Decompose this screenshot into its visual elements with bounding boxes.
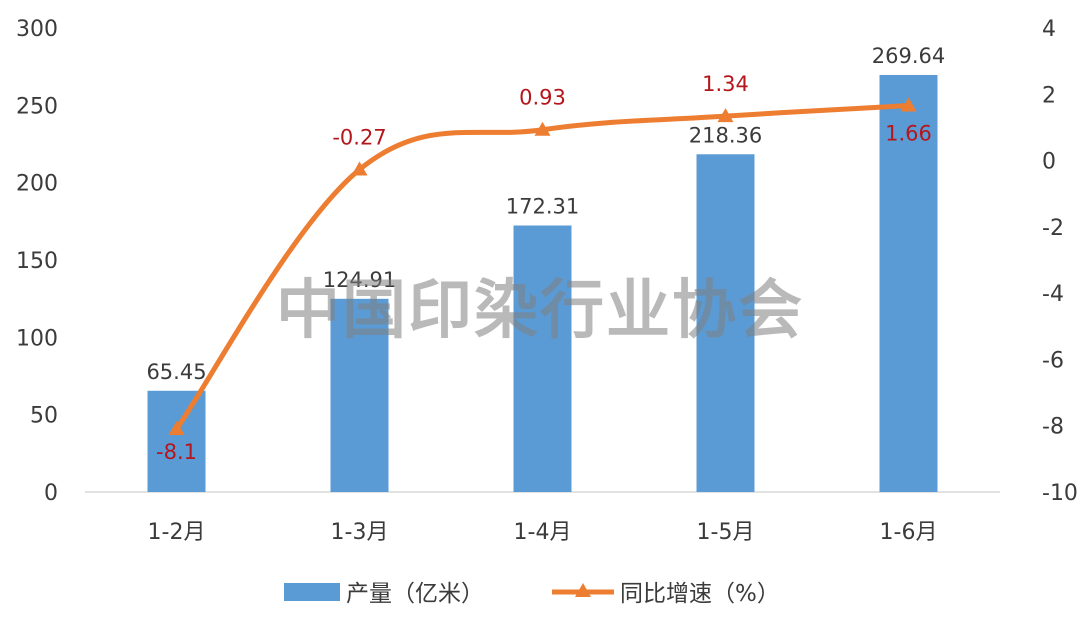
line-marker <box>900 97 917 112</box>
bar <box>330 298 389 492</box>
bar <box>147 390 206 492</box>
line-marker <box>168 421 185 436</box>
y-right-tick-label: -4 <box>1042 282 1064 307</box>
y-right-tick-label: -10 <box>1042 481 1078 506</box>
y-left-tick-label: 150 <box>16 249 58 274</box>
line-value-label: -8.1 <box>156 440 197 464</box>
line-marker <box>534 121 551 136</box>
legend-label-line: 同比增速（%） <box>620 581 780 607</box>
y-right-tick-label: -6 <box>1042 348 1064 373</box>
bar <box>513 225 572 492</box>
y-left-tick-label: 0 <box>44 481 58 506</box>
y-right-tick-label: -2 <box>1042 216 1064 241</box>
legend: 产量（亿米） 同比增速（%） <box>284 581 780 607</box>
y-left-tick-label: 200 <box>16 172 58 197</box>
line-value-label: -0.27 <box>332 126 386 150</box>
y-right-tick-label: -8 <box>1042 415 1064 440</box>
legend-swatch-bar <box>284 583 340 601</box>
bar-value-label: 218.36 <box>689 123 762 147</box>
x-tick-label: 1-4月 <box>514 520 572 545</box>
y-left-tick-label: 250 <box>16 94 58 119</box>
line-value-label: 0.93 <box>519 86 566 110</box>
bar-value-label: 172.31 <box>506 194 579 218</box>
watermark: 中国印染行业协会 <box>276 274 804 348</box>
x-tick-label: 1-6月 <box>880 520 938 545</box>
line-value-label: 1.66 <box>885 122 932 146</box>
bar-series: 65.45 124.91 172.31 218.36 269.64 <box>146 44 945 493</box>
legend-swatch-marker <box>575 583 591 597</box>
y-right-tick-label: 4 <box>1042 17 1056 42</box>
y-right-tick-label: 0 <box>1042 150 1056 175</box>
y-right-tick-label: 2 <box>1042 83 1056 108</box>
bar <box>696 154 755 492</box>
line-value-label: 1.34 <box>702 72 749 96</box>
x-axis: 1-2月 1-3月 1-4月 1-5月 1-6月 <box>148 520 938 545</box>
x-tick-label: 1-2月 <box>148 520 206 545</box>
bar-value-label: 124.91 <box>323 268 396 292</box>
y-axis-right: -10 -8 -6 -4 -2 0 2 4 <box>1042 17 1078 506</box>
line-marker <box>717 108 734 123</box>
line-path <box>174 103 911 432</box>
y-left-tick-label: 300 <box>16 17 58 42</box>
x-tick-label: 1-3月 <box>331 520 389 545</box>
bar-value-label: 269.64 <box>872 44 945 68</box>
bar <box>879 74 938 493</box>
x-tick-label: 1-5月 <box>697 520 755 545</box>
y-axis-left: 0 50 100 150 200 250 300 <box>16 17 58 506</box>
y-left-tick-label: 50 <box>30 404 58 429</box>
line-marker <box>351 161 368 176</box>
legend-label-bar: 产量（亿米） <box>346 581 484 607</box>
bar-value-label: 65.45 <box>146 360 206 384</box>
y-left-tick-label: 100 <box>16 326 58 351</box>
line-series: -8.1 -0.27 0.93 1.34 1.66 <box>156 72 932 464</box>
